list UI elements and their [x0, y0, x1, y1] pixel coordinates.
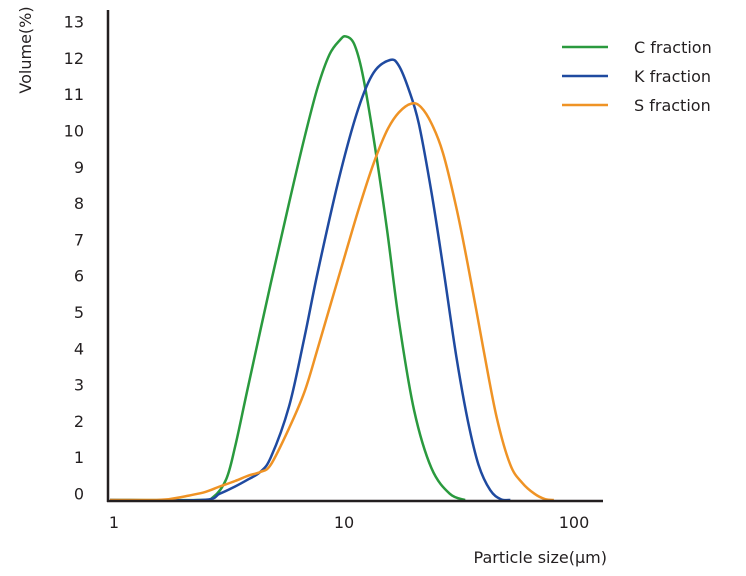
legend-label: K fraction: [634, 67, 711, 86]
y-tick-label: 9: [74, 158, 84, 177]
y-tick-label: 12: [64, 49, 84, 68]
x-axis-title: Particle size(μm): [474, 548, 607, 567]
y-tick-label: 3: [74, 376, 84, 395]
y-tick-label: 6: [74, 267, 84, 286]
legend: C fraction K fraction S fraction: [562, 38, 712, 115]
plot-area: [109, 35, 554, 502]
x-tick-labels: 1 10 100: [109, 513, 589, 532]
y-tick-label: 4: [74, 339, 84, 358]
legend-label: C fraction: [634, 38, 712, 57]
y-tick-label: 2: [74, 412, 84, 431]
x-tick-label: 10: [334, 513, 354, 532]
y-tick-label: 1: [74, 448, 84, 467]
y-tick-label: 5: [74, 303, 84, 322]
axes: [106, 10, 603, 503]
series-line-s-fraction: [109, 101, 554, 502]
y-tick-label: 13: [64, 13, 84, 32]
x-tick-label: 1: [109, 513, 119, 532]
series-line-k-fraction: [109, 58, 511, 502]
y-tick-label: 7: [74, 230, 84, 249]
y-tick-label: 0: [74, 485, 84, 504]
y-tick-label: 8: [74, 194, 84, 213]
y-tick-label: 10: [64, 122, 84, 141]
series-line-c-fraction: [109, 35, 466, 502]
y-axis-title: Volume(%): [16, 6, 35, 93]
legend-label: S fraction: [634, 96, 711, 115]
y-tick-label: 11: [64, 85, 84, 104]
x-tick-label: 100: [559, 513, 590, 532]
